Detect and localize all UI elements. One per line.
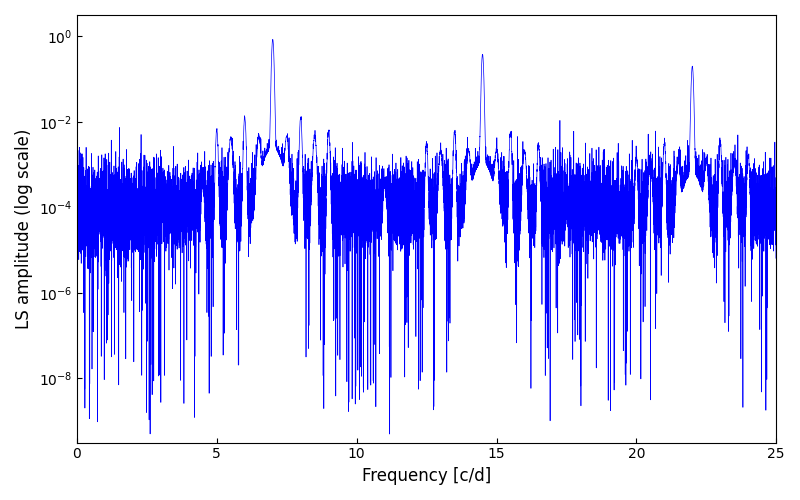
X-axis label: Frequency [c/d]: Frequency [c/d]	[362, 467, 491, 485]
Y-axis label: LS amplitude (log scale): LS amplitude (log scale)	[15, 128, 33, 329]
